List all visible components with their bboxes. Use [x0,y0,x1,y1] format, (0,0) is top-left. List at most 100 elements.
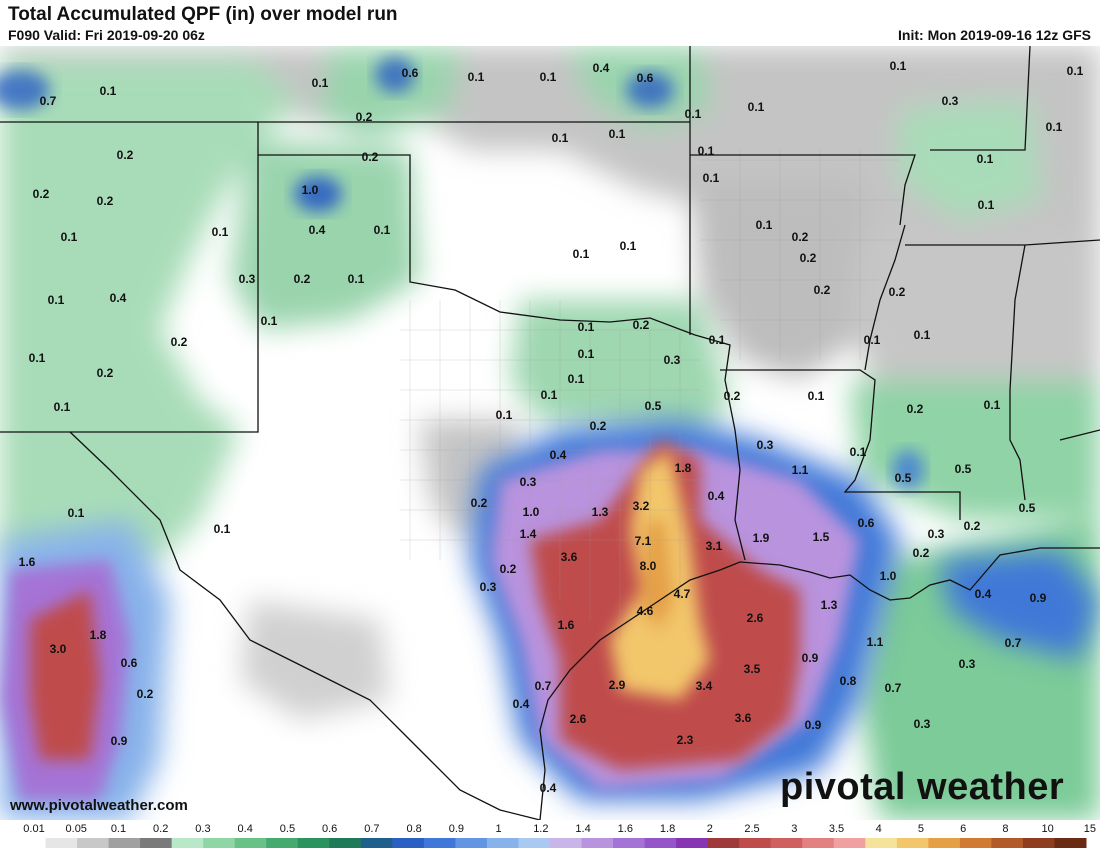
qpf-value-label: 0.1 [261,314,278,328]
legend-tick-label: 0.1 [111,823,126,835]
legend-tick-label: 1.6 [618,823,633,835]
precip-shading [0,46,1100,820]
qpf-value-label: 0.1 [984,398,1001,412]
qpf-value-label: 0.8 [840,674,857,688]
legend-tick-label: 3 [791,823,797,835]
qpf-value-label: 0.1 [552,131,569,145]
qpf-value-label: 0.3 [239,272,256,286]
legend-swatch [928,838,961,848]
qpf-value-label: 0.1 [468,70,485,84]
legend-tick-label: 1.8 [660,823,675,835]
legend-swatch [45,838,78,848]
qpf-value-label: 3.2 [633,499,650,513]
qpf-value-label: 0.1 [541,388,558,402]
legend-tick-label: 0.4 [238,823,253,835]
legend-swatch [77,838,110,848]
legend-swatch [991,838,1024,848]
qpf-value-label: 2.6 [747,611,764,625]
qpf-value-label: 0.9 [802,651,819,665]
qpf-value-label: 3.1 [706,539,723,553]
qpf-value-label: 0.1 [374,223,391,237]
legend-swatch [644,838,677,848]
qpf-value-label: 0.3 [480,580,497,594]
legend-tick-label: 0.3 [195,823,210,835]
legend-swatch [739,838,772,848]
qpf-value-label: 0.1 [1046,120,1063,134]
legend-swatch [518,838,551,848]
qpf-value-label: 0.1 [978,198,995,212]
qpf-value-label: 0.1 [312,76,329,90]
qpf-value-label: 0.2 [500,562,517,576]
qpf-value-label: 2.9 [609,678,626,692]
qpf-value-label: 0.1 [620,239,637,253]
qpf-value-label: 0.1 [578,347,595,361]
legend-swatch [833,838,866,848]
qpf-value-label: 1.1 [867,635,884,649]
county-lines [400,150,900,640]
legend-swatch [392,838,425,848]
qpf-value-label: 1.8 [90,628,107,642]
legend-swatch [297,838,330,848]
qpf-value-label: 1.0 [302,183,319,197]
legend-swatch [676,838,709,848]
qpf-value-label: 0.2 [33,187,50,201]
legend-swatch [423,838,456,848]
qpf-value-label: 0.1 [48,293,65,307]
legend-swatch [707,838,740,848]
qpf-value-label: 0.4 [110,291,127,305]
legend-swatch [203,838,236,848]
qpf-map[interactable]: 0.7 0.1 0.1 0.6 0.1 0.1 0.4 0.6 0.1 0.1 0.3 0.1 0.1 0… [0,46,1100,820]
qpf-value-label: 0.5 [1019,501,1036,515]
legend-tick-label: 0.8 [406,823,421,835]
qpf-value-label: 0.5 [645,399,662,413]
qpf-value-label: 0.1 [808,389,825,403]
qpf-value-label: 0.1 [977,152,994,166]
qpf-value-label: 3.6 [561,550,578,564]
brand-text: pivotal weather [780,766,1065,808]
qpf-value-label: 0.2 [294,272,311,286]
qpf-value-label: 1.0 [880,569,897,583]
qpf-value-label: 2.6 [570,712,587,726]
legend-tick-label: 0.5 [280,823,295,835]
qpf-value-label: 0.2 [889,285,906,299]
init-time: Init: Mon 2019-09-16 12z GFS [898,27,1091,43]
qpf-value-label: 0.1 [578,320,595,334]
qpf-value-label: 1.5 [813,530,830,544]
qpf-value-label: 0.1 [214,522,231,536]
legend-swatch [865,838,898,848]
qpf-value-label: 0.9 [805,718,822,732]
brand-logo: pivotal weather [780,766,1064,809]
qpf-value-label: 0.3 [959,657,976,671]
qpf-value-label: 0.3 [928,527,945,541]
legend-swatch [234,838,267,848]
qpf-value-label: 3.5 [744,662,761,676]
legend-swatch [1054,838,1087,848]
qpf-value-label: 0.6 [402,66,419,80]
legend-swatch [171,838,204,848]
qpf-value-label: 4.6 [637,604,654,618]
qpf-value-label: 0.2 [97,194,114,208]
legend-tick-label: 3.5 [829,823,844,835]
legend-tick-label: 1.2 [533,823,548,835]
qpf-value-label: 0.2 [964,519,981,533]
qpf-value-label: 0.2 [907,402,924,416]
qpf-value-label: 0.7 [885,681,902,695]
qpf-value-label: 0.2 [356,110,373,124]
legend-swatch [140,838,173,848]
website-url[interactable]: www.pivotalweather.com [10,797,188,814]
qpf-value-label: 0.2 [471,496,488,510]
legend-swatch [360,838,393,848]
qpf-value-label: 0.2 [633,318,650,332]
qpf-value-label: 0.9 [1030,591,1047,605]
qpf-value-label: 0.1 [573,247,590,261]
legend-swatch [14,838,47,848]
qpf-value-label: 0.1 [685,107,702,121]
color-legend: 0.01 0.05 0.1 0.2 0.3 0.4 0.5 0.6 0.7 0.8 0.9 1 1.2 1… [0,820,1100,850]
qpf-value-label: 0.1 [609,127,626,141]
qpf-value-label: 0.1 [703,171,720,185]
qpf-value-label: 0.7 [1005,636,1022,650]
qpf-value-label: 0.2 [814,283,831,297]
legend-swatch [959,838,992,848]
legend-swatch [455,838,488,848]
legend-swatch [802,838,835,848]
